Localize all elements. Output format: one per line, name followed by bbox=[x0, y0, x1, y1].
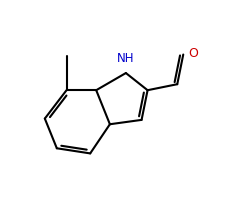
Text: O: O bbox=[188, 47, 198, 60]
Text: NH: NH bbox=[117, 52, 134, 65]
